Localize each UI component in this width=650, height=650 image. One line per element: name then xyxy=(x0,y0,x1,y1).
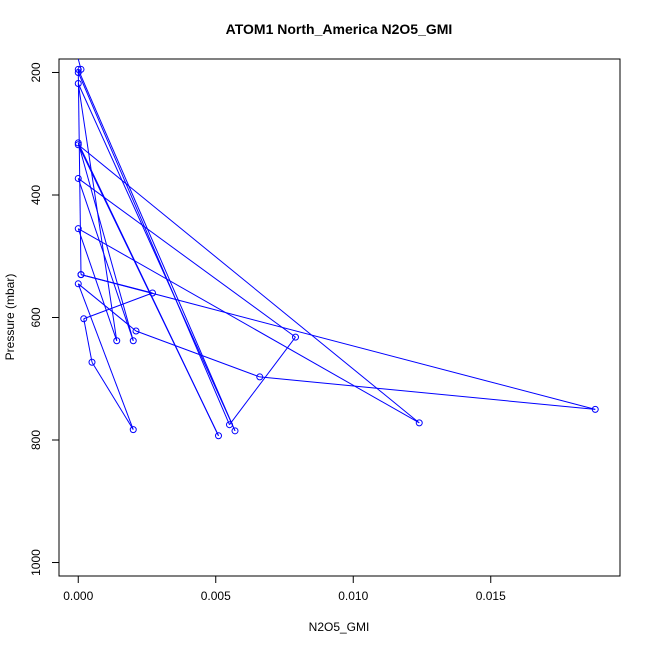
data-point xyxy=(74,141,82,149)
series-line-segment xyxy=(77,144,219,436)
series-lines xyxy=(77,58,596,436)
y-tick-label: 800 xyxy=(29,430,43,450)
series-line-segment xyxy=(83,292,153,320)
data-point xyxy=(591,405,599,413)
data-point xyxy=(215,432,222,440)
chart-title: ATOM1 North_America N2O5_GMI xyxy=(226,21,453,37)
series-line-segment xyxy=(91,361,134,430)
x-tick-label: 0.010 xyxy=(338,589,368,603)
data-point xyxy=(231,427,239,435)
series-line-segment xyxy=(77,83,118,341)
series-line-segment xyxy=(229,336,296,425)
data-point xyxy=(74,225,82,233)
series-line-segment xyxy=(77,283,137,332)
series-line-segment xyxy=(83,318,93,363)
data-point xyxy=(149,289,156,297)
series-line-segment xyxy=(77,83,236,432)
data-point xyxy=(132,327,140,335)
x-tick-label: 0.015 xyxy=(476,589,506,603)
data-point xyxy=(74,174,82,182)
series-line-segment xyxy=(80,274,153,294)
series-line-segment xyxy=(77,283,134,430)
y-axis: 200 400 600 800 1000 xyxy=(29,62,60,576)
series-line-segment xyxy=(77,144,420,424)
series-line-segment xyxy=(259,376,596,410)
data-point xyxy=(88,358,96,366)
data-point xyxy=(113,337,121,345)
data-point xyxy=(129,426,137,434)
data-point xyxy=(74,280,82,288)
data-point xyxy=(129,337,137,345)
data-point xyxy=(74,68,82,76)
data-point xyxy=(77,271,85,279)
data-point xyxy=(74,139,82,147)
data-point xyxy=(256,373,264,381)
data-point xyxy=(292,333,299,341)
x-tick-label: 0.000 xyxy=(63,589,93,603)
series-points xyxy=(74,65,599,440)
series-line-segment xyxy=(78,228,420,424)
y-tick-label: 600 xyxy=(29,307,43,327)
x-axis-label: N2O5_GMI xyxy=(309,620,370,634)
x-axis: 0.000 0.005 0.010 0.015 xyxy=(63,575,506,603)
series-line-segment xyxy=(77,69,236,432)
data-point xyxy=(74,80,82,88)
series-line-segment xyxy=(80,274,596,410)
series-line-segment xyxy=(77,69,82,275)
series-line-segment xyxy=(77,142,134,341)
y-axis-label: Pressure (mbar) xyxy=(3,274,17,361)
data-point xyxy=(80,315,88,323)
data-point xyxy=(226,421,233,429)
series-line-segment xyxy=(77,178,296,338)
data-point xyxy=(74,65,82,73)
series-line-segment xyxy=(77,72,230,425)
y-tick-label: 1000 xyxy=(29,549,43,576)
y-tick-label: 200 xyxy=(29,62,43,82)
series-line-segment xyxy=(135,330,260,378)
data-point xyxy=(415,419,423,427)
y-tick-label: 400 xyxy=(29,185,43,205)
x-tick-label: 0.005 xyxy=(201,589,231,603)
series-line-segment xyxy=(77,178,134,341)
series-line-segment xyxy=(77,228,118,341)
